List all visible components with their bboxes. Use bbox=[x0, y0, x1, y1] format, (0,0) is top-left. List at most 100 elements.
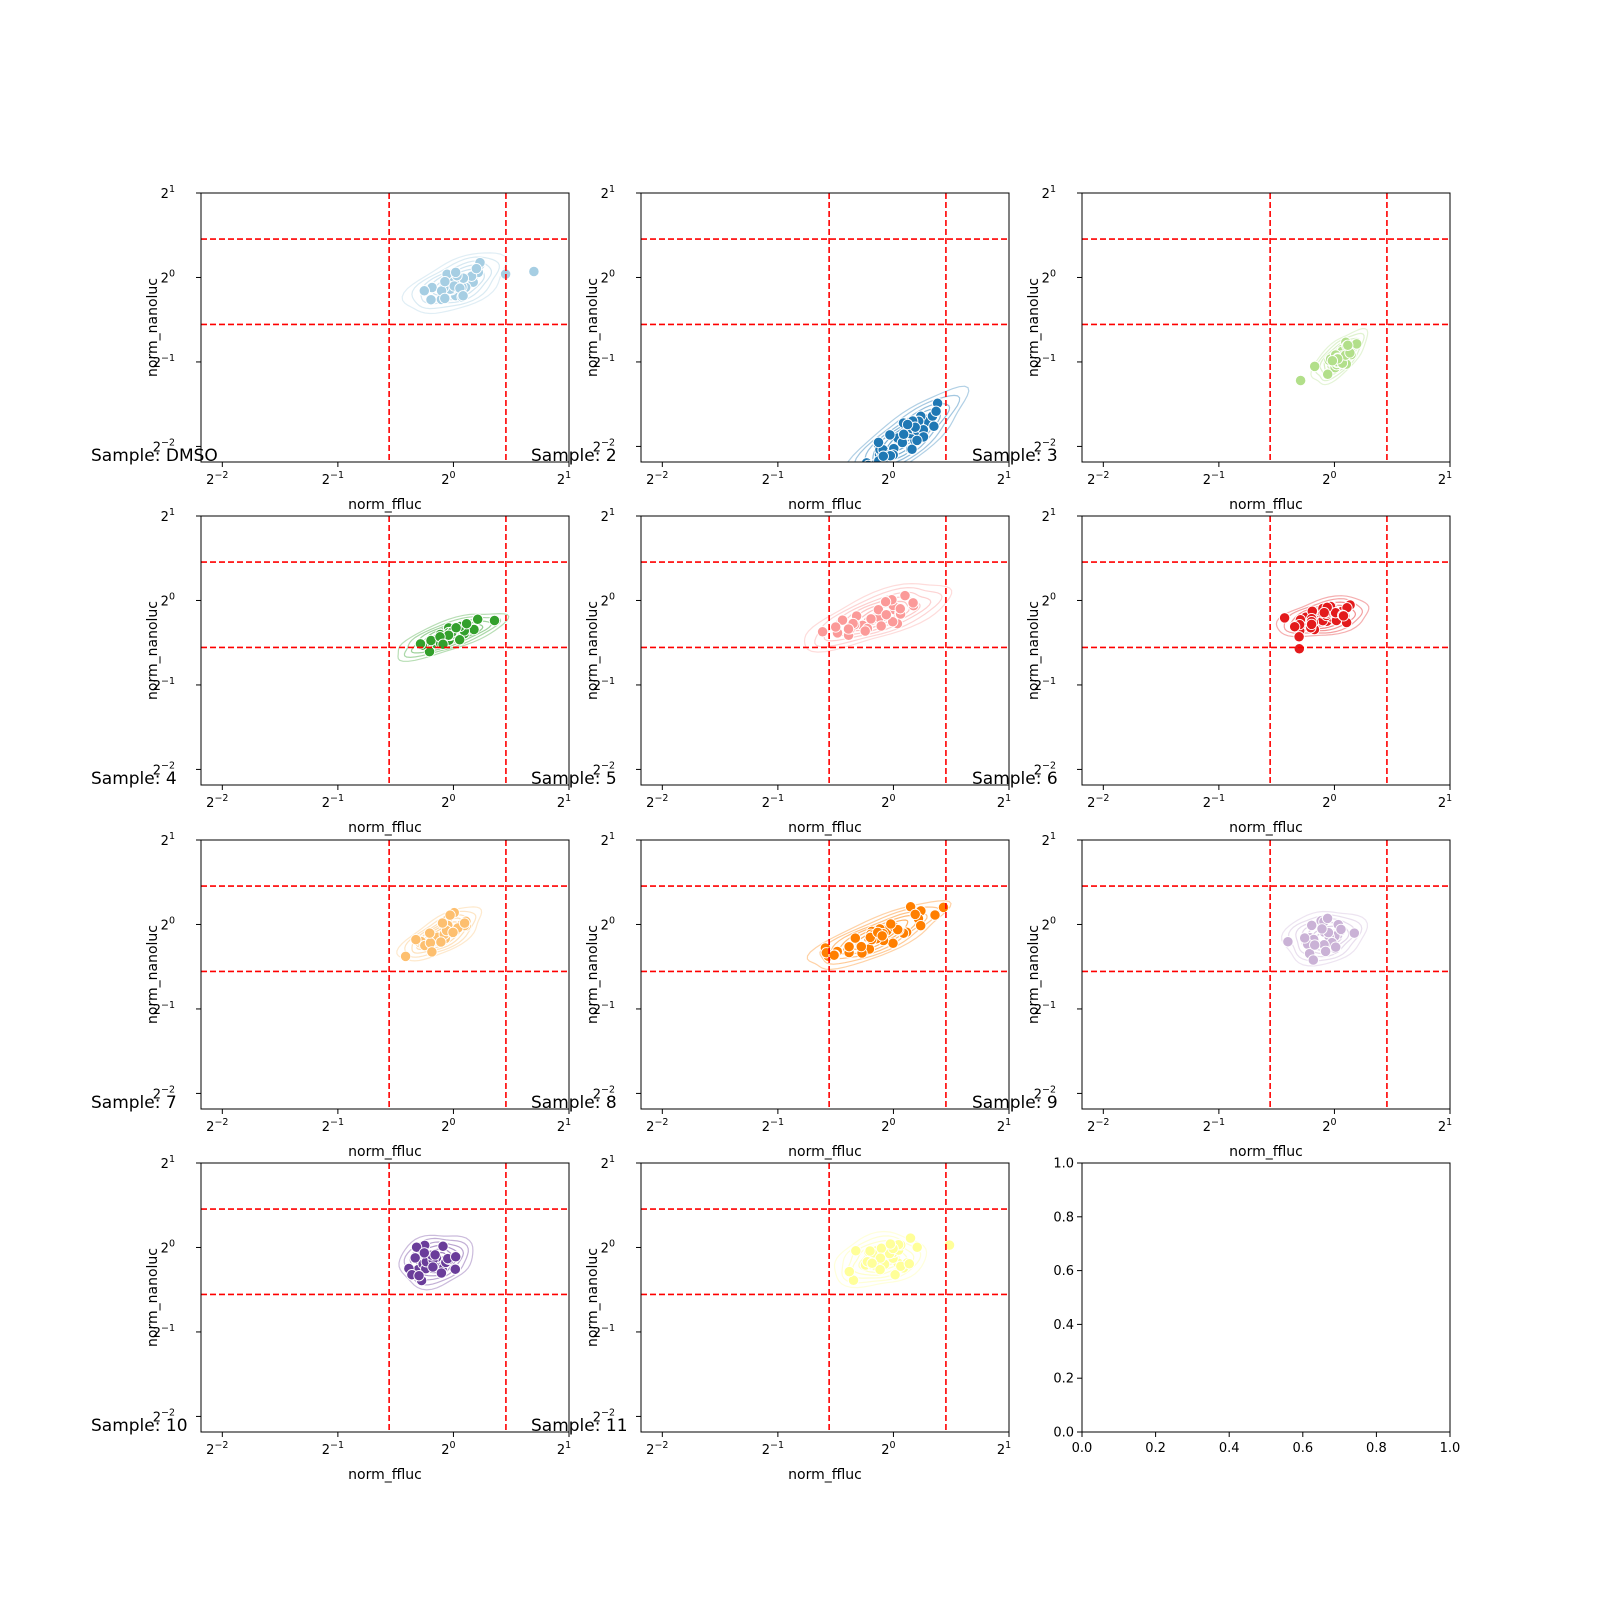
y-tick-label: 2−1 bbox=[1034, 1000, 1056, 1018]
scatter-point bbox=[903, 1258, 915, 1270]
scatter-point bbox=[911, 1241, 923, 1253]
y-tick-label: 21 bbox=[161, 1154, 175, 1172]
x-tick-label: 2−1 bbox=[1203, 1117, 1225, 1135]
scatter-point bbox=[861, 457, 873, 462]
scatter-point bbox=[424, 927, 436, 939]
density-contour bbox=[847, 385, 970, 462]
scatter-point bbox=[1293, 631, 1305, 643]
x-axis-label: norm_ffluc bbox=[1229, 497, 1303, 513]
y-axis-label: norm_nanoluc bbox=[1026, 278, 1042, 377]
sample-label: Sample: 5 bbox=[531, 769, 617, 789]
scatter-point bbox=[884, 1238, 897, 1250]
scatter-point bbox=[399, 950, 412, 963]
scatter-point bbox=[1348, 927, 1360, 939]
scatter-point bbox=[457, 290, 469, 302]
scatter-point bbox=[1316, 923, 1328, 935]
scatter-point bbox=[413, 1270, 425, 1282]
y-tick-label: 2−2 bbox=[593, 760, 615, 778]
scatter-point bbox=[470, 262, 483, 275]
y-axis-label: norm_nanoluc bbox=[585, 1248, 601, 1347]
scatter-point bbox=[472, 613, 484, 625]
x-tick-label: 20 bbox=[1322, 470, 1336, 488]
density-contour bbox=[806, 900, 952, 971]
y-tick-label: 2−2 bbox=[593, 437, 615, 455]
scatter-point bbox=[907, 597, 919, 609]
x-tick-label: 0.4 bbox=[1219, 1441, 1240, 1456]
scatter-point bbox=[1309, 939, 1321, 951]
y-tick-label: 20 bbox=[161, 1238, 175, 1256]
scatter-point bbox=[866, 1257, 878, 1269]
scatter-point bbox=[884, 429, 896, 441]
x-tick-label: 2−2 bbox=[646, 793, 668, 811]
y-tick-label: 2−2 bbox=[593, 1084, 615, 1102]
sample-label: Sample: 2 bbox=[531, 446, 617, 466]
scatter-point bbox=[1278, 612, 1291, 624]
density-contour bbox=[1280, 910, 1369, 967]
y-tick-label: 2−2 bbox=[153, 1407, 175, 1425]
y-tick-label: 2−1 bbox=[593, 353, 615, 371]
scatter-point bbox=[1293, 643, 1305, 655]
y-axis-label: norm_nanoluc bbox=[585, 601, 601, 700]
plot-frame bbox=[1081, 839, 1451, 1110]
x-axis-label: norm_ffluc bbox=[788, 820, 862, 836]
y-axis-label: norm_nanoluc bbox=[145, 278, 161, 377]
scatter-point bbox=[437, 1240, 449, 1252]
x-tick-label: 2−1 bbox=[322, 470, 344, 488]
y-tick-label: 0.8 bbox=[1053, 1210, 1074, 1225]
scatter-point bbox=[906, 443, 918, 455]
scatter-point bbox=[889, 1269, 901, 1281]
x-tick-label: 21 bbox=[1438, 1117, 1452, 1135]
scatter-point bbox=[439, 292, 451, 305]
y-axis-label: norm_nanoluc bbox=[145, 925, 161, 1024]
scatter-point bbox=[929, 909, 941, 921]
scatter-point bbox=[444, 909, 456, 921]
y-tick-label: 0.4 bbox=[1053, 1318, 1074, 1333]
density-contour bbox=[1310, 327, 1369, 386]
y-tick-label: 2−1 bbox=[153, 1323, 175, 1341]
scatter-point bbox=[435, 936, 447, 948]
scatter-point bbox=[915, 919, 927, 932]
x-tick-label: 2−2 bbox=[646, 1440, 668, 1458]
y-tick-label: 20 bbox=[161, 268, 175, 286]
scatter-point bbox=[887, 616, 899, 628]
x-tick-label: 21 bbox=[997, 470, 1011, 488]
scatter-point bbox=[872, 604, 885, 616]
x-tick-label: 21 bbox=[557, 793, 571, 811]
density-contour bbox=[411, 256, 500, 310]
scatter-point bbox=[1342, 339, 1354, 351]
y-tick-label: 2−1 bbox=[153, 676, 175, 694]
density-contour bbox=[833, 1230, 928, 1289]
density-contour bbox=[819, 906, 941, 965]
sample-label: Sample: 10 bbox=[91, 1416, 188, 1436]
sample-label: Sample: 11 bbox=[531, 1416, 628, 1436]
scatter-point bbox=[418, 285, 430, 297]
scatter-point bbox=[1326, 355, 1339, 367]
scatter-point bbox=[458, 917, 471, 929]
scatter-point bbox=[1309, 360, 1321, 373]
density-contour bbox=[397, 612, 510, 662]
plot-frame bbox=[200, 1162, 570, 1433]
sample-label: Sample: 8 bbox=[531, 1093, 617, 1113]
y-tick-label: 0.0 bbox=[1053, 1426, 1074, 1441]
x-tick-label: 21 bbox=[557, 1440, 571, 1458]
x-axis-label: norm_ffluc bbox=[1229, 820, 1303, 836]
panel-8: 2−2 2−1 20 21 2−2 2−1 20 21 norm_ffluc norm_nanol… bbox=[531, 831, 1011, 1160]
x-tick-label: 2−1 bbox=[1203, 793, 1225, 811]
y-tick-label: 21 bbox=[161, 507, 175, 525]
scatter-point bbox=[894, 603, 906, 615]
x-tick-label: 2−2 bbox=[646, 1117, 668, 1135]
density-contour bbox=[420, 260, 492, 305]
x-tick-label: 21 bbox=[1438, 793, 1452, 811]
y-tick-label: 2−2 bbox=[153, 437, 175, 455]
y-tick-label: 21 bbox=[161, 184, 175, 202]
density-contour bbox=[1314, 332, 1365, 382]
x-axis-label: norm_ffluc bbox=[348, 820, 422, 836]
scatter-point bbox=[864, 1245, 876, 1257]
scatter-point bbox=[1307, 954, 1319, 966]
x-axis-label: norm_ffluc bbox=[348, 1467, 422, 1483]
y-tick-label: 20 bbox=[1042, 591, 1056, 609]
scatter-point bbox=[898, 428, 910, 440]
x-tick-label: 2−2 bbox=[206, 470, 228, 488]
y-tick-label: 21 bbox=[1042, 507, 1056, 525]
scatter-point bbox=[426, 946, 438, 958]
